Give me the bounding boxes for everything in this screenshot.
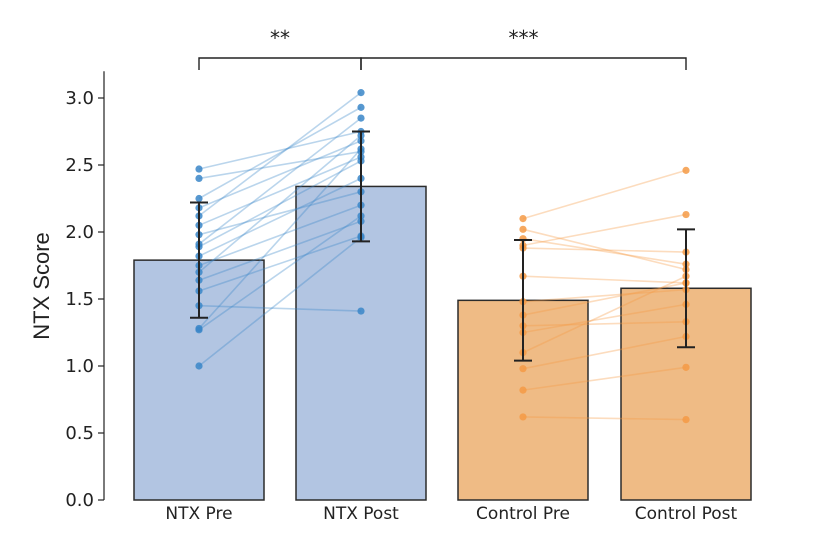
control-pair-line bbox=[522, 366, 687, 391]
control-pre-point bbox=[519, 365, 527, 373]
significance-label: ** bbox=[270, 26, 290, 50]
y-tick-label: 0.0 bbox=[65, 490, 94, 511]
control-pair-line bbox=[522, 228, 687, 271]
ntx-pair-line bbox=[198, 148, 362, 330]
control-pre-point bbox=[519, 215, 527, 223]
significance-layer: ** *** bbox=[198, 26, 687, 70]
control-pair-line bbox=[522, 288, 687, 303]
ntx-pair-line bbox=[198, 220, 362, 281]
control-pair-line bbox=[522, 303, 687, 334]
control-pair-line bbox=[522, 320, 687, 327]
x-tick-label: NTX Post bbox=[323, 504, 399, 524]
x-tick-label: Control Post bbox=[635, 504, 738, 524]
ntx-pair-line bbox=[198, 204, 362, 267]
control-post-point bbox=[682, 166, 690, 174]
significance-label: *** bbox=[509, 26, 539, 50]
axes-layer: 0.0 0.5 1.0 1.5 2.0 2.5 3.0 NTX Pre NTX Post Cont… bbox=[65, 71, 738, 524]
control-pair-line bbox=[522, 275, 687, 354]
control-pair-line bbox=[522, 169, 687, 220]
control-pair-line bbox=[522, 237, 687, 265]
ntx-pre-point bbox=[195, 194, 203, 203]
control-pre-point bbox=[519, 225, 527, 233]
ntx-pair-line bbox=[198, 236, 362, 367]
ntx-pre-point bbox=[195, 165, 203, 173]
ntx-pair-line bbox=[198, 92, 362, 217]
ntx-pair-line bbox=[198, 235, 362, 292]
ntx-pair-line bbox=[198, 191, 362, 236]
control-pair-line bbox=[522, 282, 687, 316]
ntx-pair-line bbox=[198, 160, 362, 248]
points-layer bbox=[195, 89, 690, 424]
ntx-pre-point bbox=[195, 362, 203, 370]
ntx-pair-line bbox=[198, 117, 362, 245]
control-pre-point bbox=[519, 413, 527, 421]
control-post-point bbox=[682, 363, 690, 371]
ntx-pair-line bbox=[198, 150, 362, 180]
control-pair-line bbox=[522, 275, 687, 284]
ntx-post-point bbox=[357, 89, 365, 97]
y-tick-label: 2.0 bbox=[65, 222, 94, 243]
y-axis-label: NTX Score bbox=[29, 232, 54, 340]
y-tick-label: 0.5 bbox=[65, 423, 94, 444]
ntx-pair-line bbox=[198, 304, 362, 312]
ntx-post-point bbox=[357, 114, 365, 122]
y-tick-label: 1.0 bbox=[65, 356, 94, 377]
ntx-pair-line bbox=[198, 106, 362, 200]
x-tick-label: Control Pre bbox=[476, 504, 570, 524]
ntx-post-point bbox=[357, 307, 365, 315]
y-tick-label: 1.5 bbox=[65, 289, 94, 310]
ntx-pair-line bbox=[198, 156, 362, 227]
ntx-pre-point bbox=[195, 326, 203, 334]
error-bars-layer bbox=[190, 130, 695, 362]
significance-bracket bbox=[198, 57, 362, 70]
y-tick-label: 2.5 bbox=[65, 155, 94, 176]
control-post-point bbox=[682, 416, 690, 424]
ntx-pair-line bbox=[198, 130, 362, 170]
ntx-pair-line bbox=[198, 134, 362, 273]
control-post-point bbox=[682, 210, 690, 219]
control-pair-line bbox=[522, 213, 687, 247]
control-pair-line bbox=[522, 335, 687, 370]
control-pair-line bbox=[522, 416, 687, 421]
pair-lines-layer bbox=[198, 92, 687, 421]
y-tick-label: 3.0 bbox=[65, 88, 94, 109]
control-pair-line bbox=[522, 247, 687, 253]
ntx-pair-line bbox=[198, 140, 362, 209]
ntx-post-point bbox=[357, 103, 365, 111]
x-tick-label: NTX Pre bbox=[165, 504, 232, 524]
significance-bracket bbox=[360, 57, 687, 70]
ntx-pair-line bbox=[198, 177, 362, 257]
control-pre-point bbox=[519, 386, 527, 394]
ntx-pair-line bbox=[198, 215, 362, 331]
ntx-pre-point bbox=[195, 174, 203, 182]
